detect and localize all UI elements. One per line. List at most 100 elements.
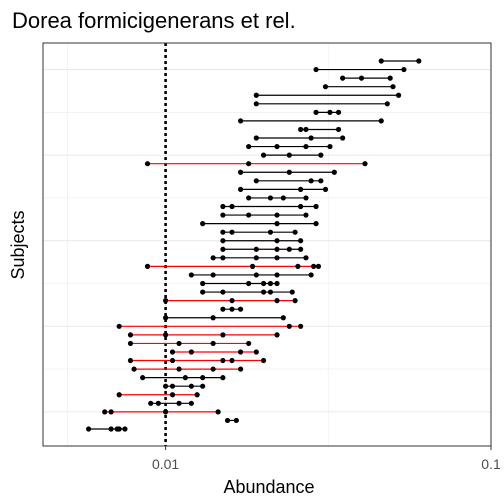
data-point <box>253 246 259 252</box>
data-point <box>194 392 200 398</box>
data-point <box>237 349 244 355</box>
data-point <box>220 357 226 364</box>
data-point <box>274 255 280 261</box>
data-point <box>229 357 235 364</box>
data-point <box>362 161 368 167</box>
subject-row <box>220 212 309 218</box>
x-tick-label: 0.01 <box>152 456 179 472</box>
data-point <box>237 366 244 372</box>
data-point <box>102 409 108 415</box>
data-point <box>220 212 226 218</box>
data-point <box>162 315 169 321</box>
data-point <box>313 203 319 210</box>
subject-row <box>313 66 407 73</box>
data-point <box>274 238 280 244</box>
data-point <box>220 229 226 235</box>
data-point <box>335 109 342 115</box>
data-point <box>331 169 337 175</box>
data-point <box>260 289 267 295</box>
data-point <box>295 263 301 269</box>
subject-row <box>116 323 304 329</box>
data-point <box>148 400 154 406</box>
subject-row <box>127 340 252 347</box>
x-tick-label: 0.1 <box>481 456 501 472</box>
data-point <box>200 383 206 389</box>
subject-row <box>169 349 259 355</box>
data-point <box>246 280 252 287</box>
data-point <box>274 280 280 287</box>
data-point <box>169 392 176 398</box>
subject-row <box>188 272 314 278</box>
data-point <box>210 255 216 261</box>
data-point <box>229 298 235 304</box>
data-point <box>229 229 235 235</box>
data-point <box>401 66 407 73</box>
data-point <box>322 84 329 90</box>
data-point <box>318 152 324 158</box>
data-point <box>308 272 314 278</box>
data-point <box>162 298 169 304</box>
data-point <box>340 135 346 141</box>
data-point <box>162 409 169 415</box>
data-point <box>274 143 280 150</box>
subject-row <box>210 255 309 261</box>
data-point <box>127 332 134 338</box>
data-point <box>246 212 252 218</box>
subject-row <box>144 263 322 269</box>
data-point <box>127 340 134 347</box>
data-point <box>340 75 346 81</box>
data-point <box>220 255 226 261</box>
data-point <box>188 272 194 278</box>
data-point <box>249 263 256 269</box>
data-point <box>289 289 295 295</box>
data-point <box>237 306 244 312</box>
data-point <box>303 195 309 201</box>
subject-row <box>253 92 402 98</box>
data-point <box>253 101 259 107</box>
data-point <box>155 400 161 406</box>
data-point <box>303 255 309 261</box>
data-point <box>108 409 114 415</box>
data-point <box>395 92 402 98</box>
subject-row <box>237 169 337 175</box>
subject-row <box>102 409 221 415</box>
subject-row <box>86 426 128 432</box>
data-point <box>169 357 176 364</box>
subject-row <box>220 203 319 210</box>
chart-title: Dorea formicigenerans et rel. <box>12 8 296 33</box>
data-point <box>253 178 259 184</box>
data-point <box>274 332 280 338</box>
data-point <box>308 178 314 184</box>
subject-row <box>144 161 368 167</box>
subject-row <box>224 417 239 424</box>
data-point <box>274 272 280 278</box>
data-point <box>200 221 206 227</box>
data-point <box>313 66 319 73</box>
data-point <box>108 426 114 432</box>
data-point <box>122 426 128 432</box>
data-point <box>210 315 216 321</box>
data-point <box>267 195 274 201</box>
data-point <box>233 417 239 424</box>
subject-row <box>220 238 304 244</box>
data-point <box>169 383 176 389</box>
subject-row <box>127 332 280 338</box>
subject-row <box>246 143 333 150</box>
data-point <box>327 109 333 115</box>
data-point <box>274 212 280 218</box>
data-point <box>378 118 384 124</box>
subject-row <box>253 135 346 141</box>
subject-row <box>298 126 342 133</box>
subject-row <box>378 58 422 64</box>
data-point <box>210 272 216 278</box>
subject-row <box>246 195 309 201</box>
data-point <box>220 246 226 252</box>
subject-row <box>148 400 194 406</box>
data-point <box>220 306 226 312</box>
data-point <box>176 366 182 372</box>
data-point <box>188 349 194 355</box>
data-point <box>116 392 122 398</box>
data-point <box>237 118 244 124</box>
data-point <box>220 289 226 295</box>
data-point <box>220 238 226 244</box>
